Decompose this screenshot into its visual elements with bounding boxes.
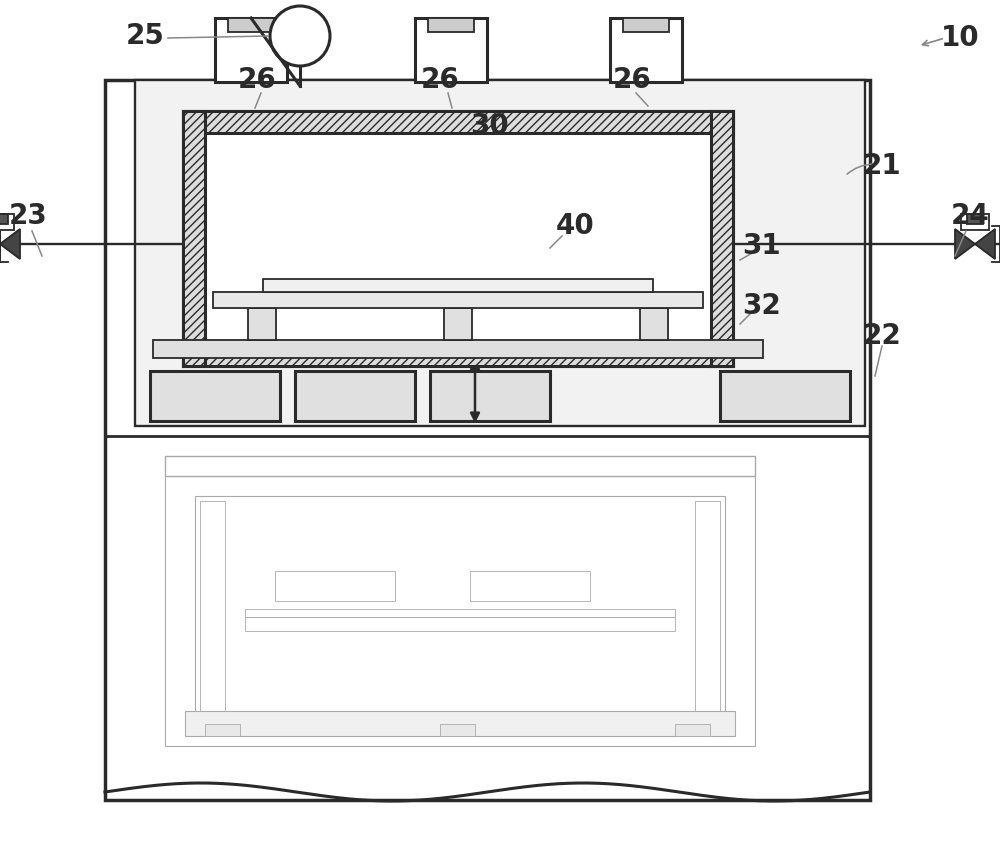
Bar	[610, 18, 682, 82]
Text: 26: 26	[421, 66, 459, 94]
Text: 31: 31	[743, 232, 781, 260]
Bar	[105, 80, 870, 800]
Bar	[213, 292, 703, 308]
Polygon shape	[0, 229, 20, 259]
Bar	[675, 724, 710, 736]
Bar	[0, 214, 8, 224]
Bar	[153, 340, 763, 358]
Bar	[275, 571, 395, 601]
Bar	[195, 496, 725, 726]
Text: 25: 25	[126, 22, 164, 50]
Bar	[215, 18, 287, 82]
Text: 40: 40	[556, 212, 594, 240]
Bar	[263, 279, 653, 292]
Text: 23: 23	[9, 202, 47, 230]
Bar	[444, 308, 472, 340]
Bar	[183, 111, 733, 366]
Bar	[695, 501, 720, 721]
Text: 32: 32	[743, 292, 781, 320]
Bar	[961, 214, 989, 230]
Text: 10: 10	[941, 24, 979, 52]
Polygon shape	[955, 229, 995, 259]
Bar	[165, 456, 755, 476]
Bar	[205, 724, 240, 736]
Circle shape	[270, 6, 330, 66]
Bar	[295, 371, 415, 421]
Bar	[967, 214, 983, 224]
Bar	[623, 18, 669, 32]
Bar	[185, 711, 735, 736]
Bar	[183, 344, 733, 366]
Text: 26: 26	[238, 66, 276, 94]
Text: 22: 22	[863, 322, 901, 350]
Bar	[640, 308, 668, 340]
Bar	[183, 111, 205, 366]
Bar	[205, 133, 711, 344]
Text: 21: 21	[863, 152, 901, 180]
Bar	[440, 724, 475, 736]
Bar	[228, 18, 274, 32]
Bar	[183, 111, 733, 133]
Bar	[165, 476, 755, 746]
Bar	[135, 80, 865, 426]
Text: 24: 24	[951, 202, 989, 230]
Bar	[720, 371, 850, 421]
Bar	[245, 617, 675, 631]
Text: 30: 30	[471, 112, 509, 140]
Bar	[150, 371, 280, 421]
Bar	[200, 501, 225, 721]
Bar	[245, 609, 675, 617]
Bar	[415, 18, 487, 82]
Bar	[430, 371, 550, 421]
Bar	[248, 308, 276, 340]
Bar	[0, 214, 14, 230]
Bar	[428, 18, 474, 32]
Text: 26: 26	[613, 66, 651, 94]
Bar	[470, 571, 590, 601]
Bar	[711, 111, 733, 366]
